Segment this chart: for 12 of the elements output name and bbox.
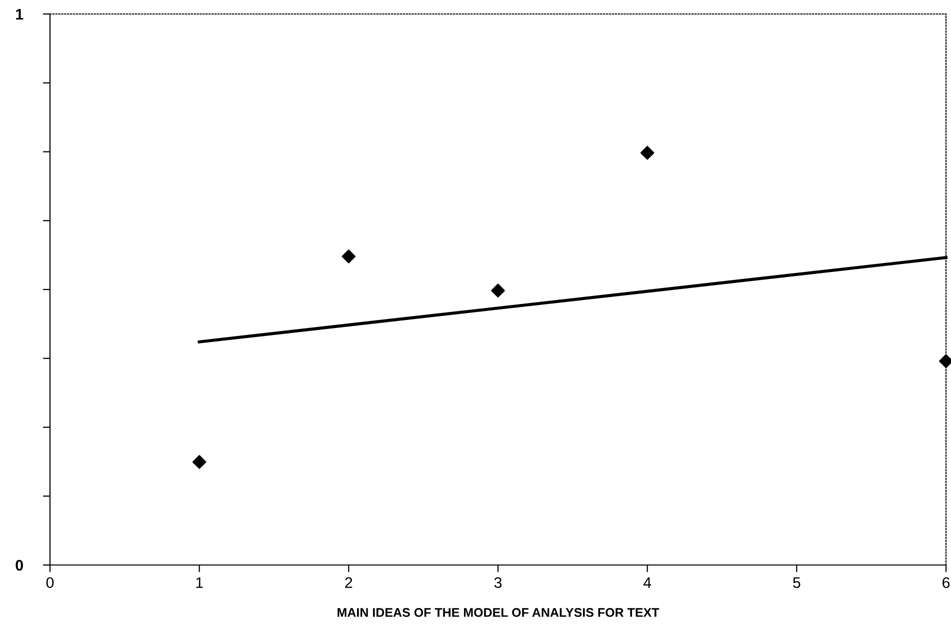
- point: [192, 455, 206, 469]
- x-tick-label: 3: [494, 577, 502, 588]
- x-tick-label: 5: [793, 577, 800, 588]
- point: [640, 146, 654, 160]
- x-tick-label: 0: [46, 577, 54, 588]
- point: [342, 250, 356, 264]
- x-tick-label: 2: [345, 577, 352, 588]
- x-tick-label: 1: [196, 577, 203, 588]
- x-tick-label: 6: [942, 577, 950, 588]
- x-axis-title: MAIN IDEAS OF THE MODEL OF ANALYSIS FOR TEXT: [338, 608, 660, 617]
- x-tick-label: 4: [643, 577, 652, 588]
- point: [491, 284, 505, 298]
